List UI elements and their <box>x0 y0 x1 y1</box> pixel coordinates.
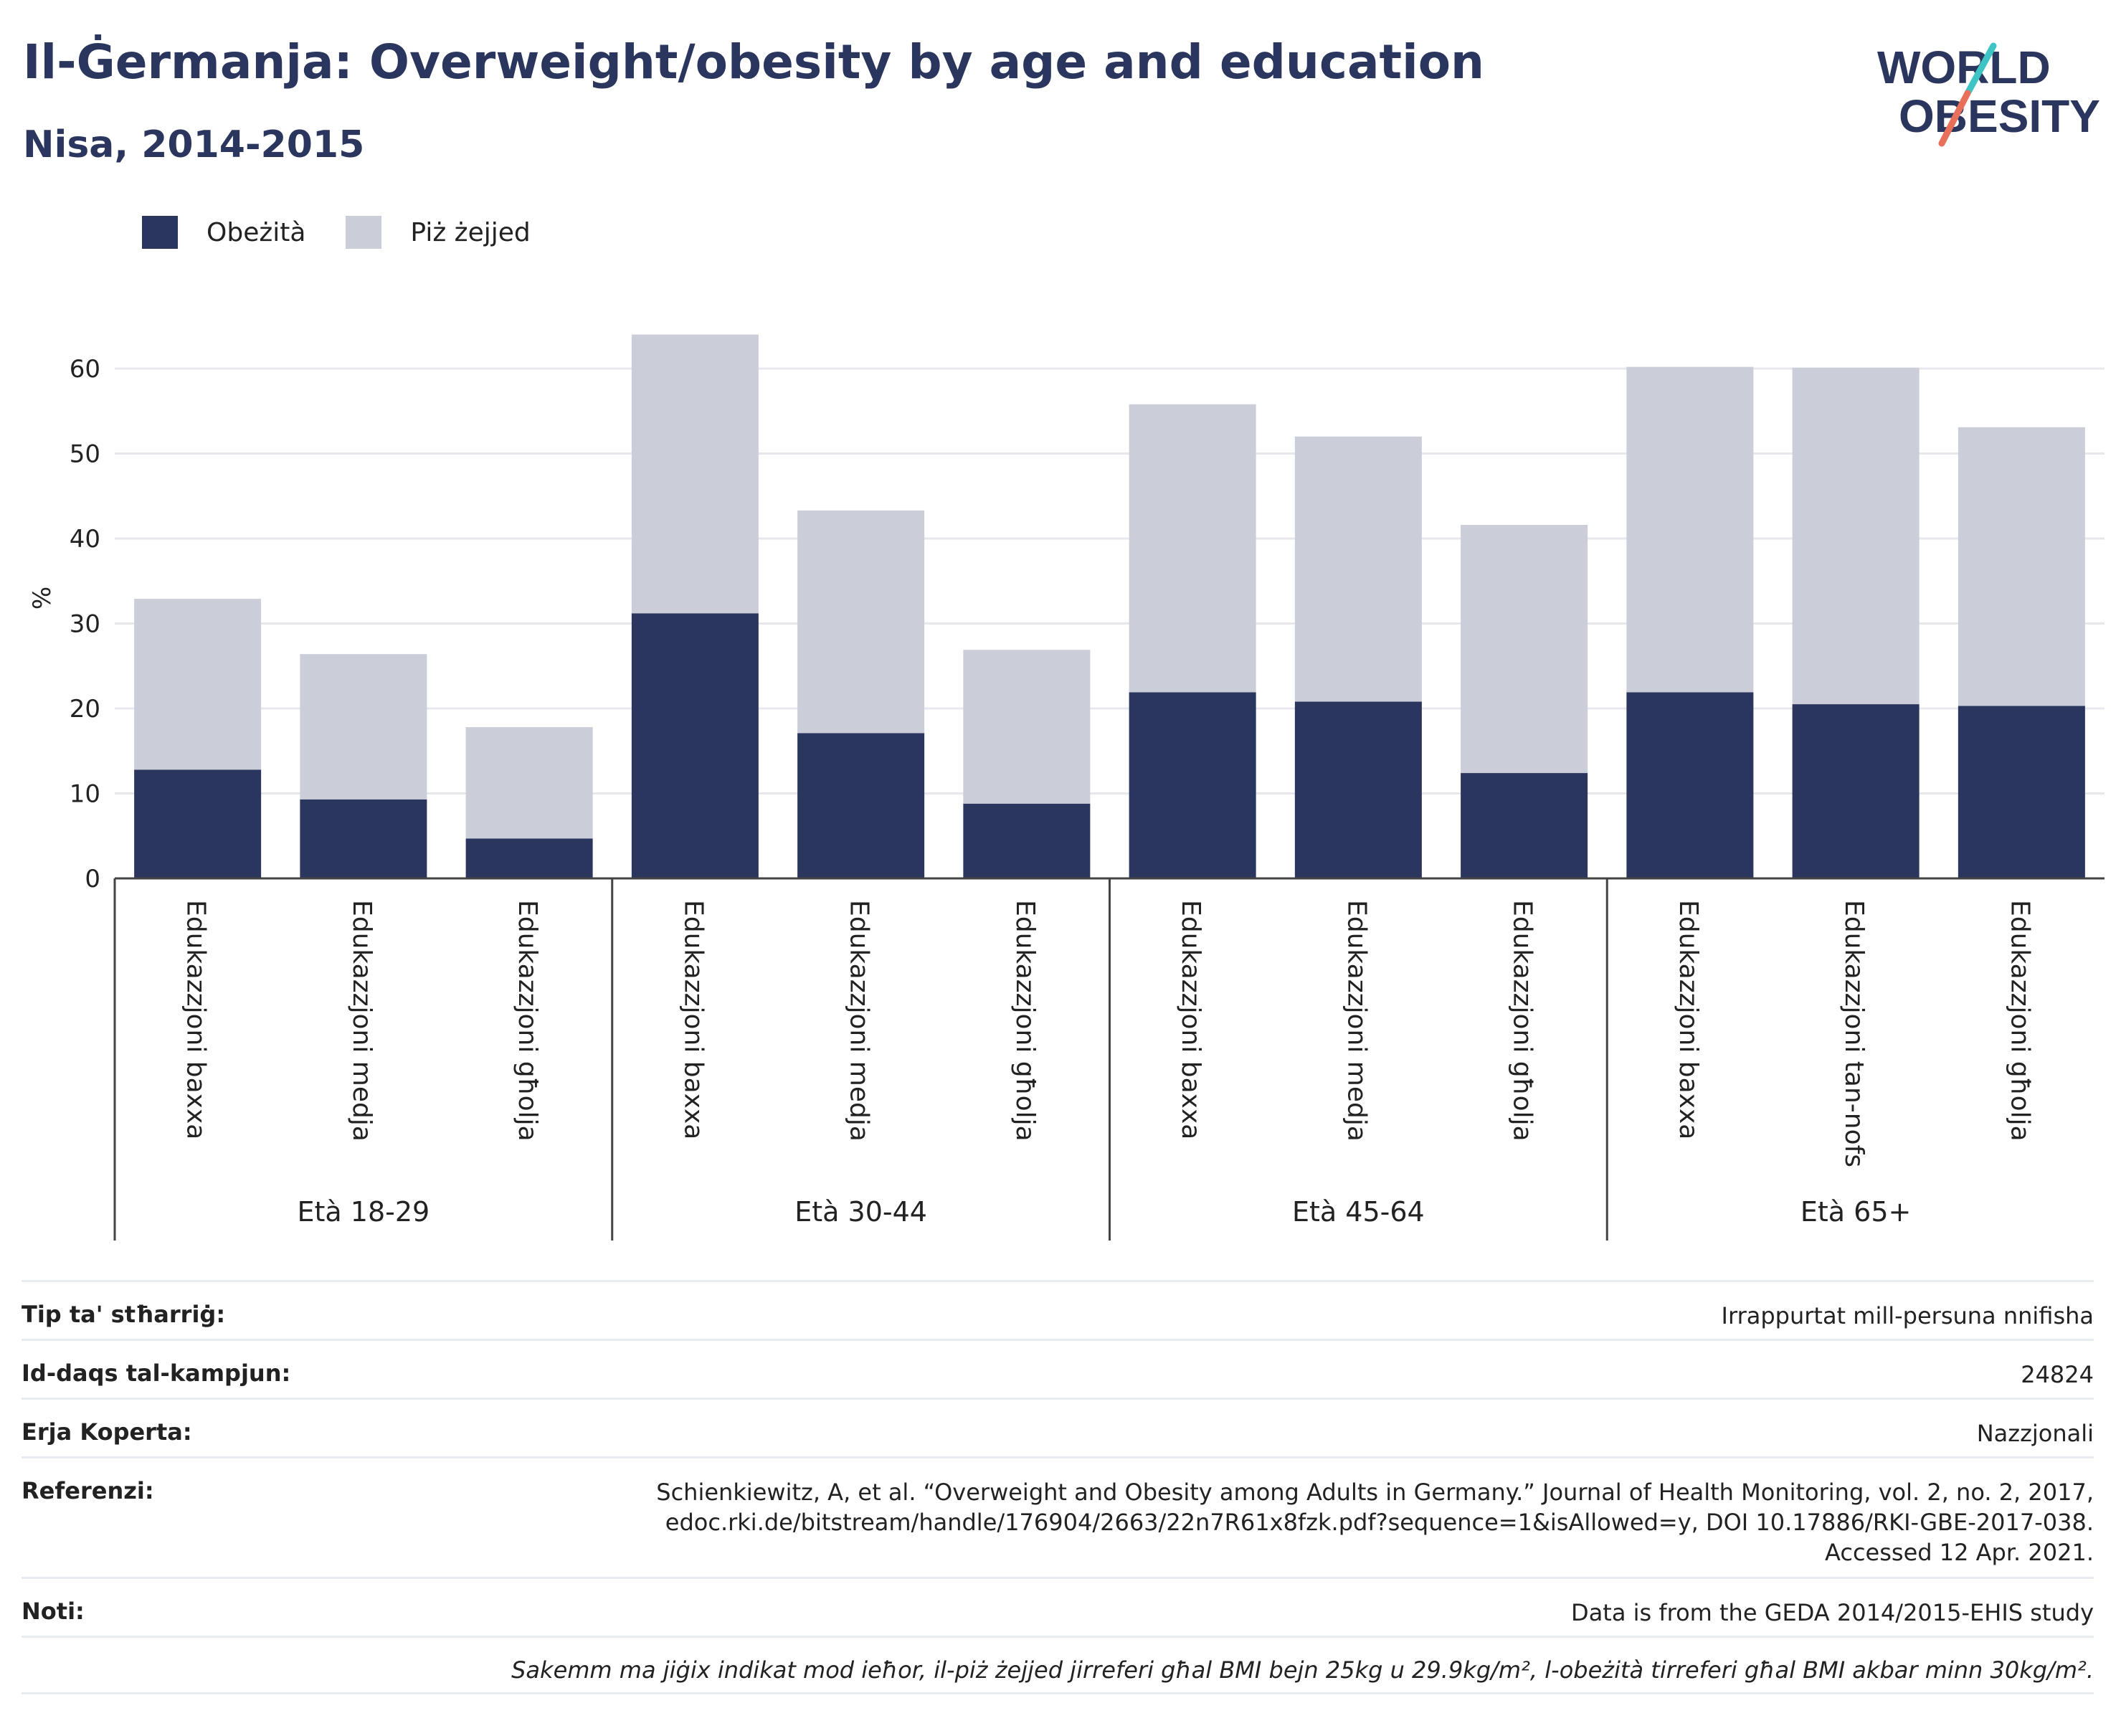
x-category-label: Edukazzjoni tan-nofs <box>1839 900 1869 1167</box>
chart-subtitle: Nisa, 2014-2015 <box>23 123 365 166</box>
x-group-label: Età 45-64 <box>1292 1196 1425 1228</box>
info-row-key: Erja Koperta: <box>22 1418 192 1446</box>
legend-label-overweight: Piż żejjed <box>410 217 531 247</box>
info-row-value-line: edoc.rki.de/bitstream/handle/176904/2663… <box>665 1509 2094 1536</box>
y-tick-label: 60 <box>70 355 100 384</box>
bar-overweight <box>797 510 925 734</box>
info-row-key: Noti: <box>22 1598 85 1625</box>
chart-legend: Obeżità Piż żejjed <box>142 212 571 252</box>
bar-obesity <box>1294 701 1422 878</box>
info-row-value-line: Irrappurtat mill-persuna nnifisha <box>1721 1302 2094 1329</box>
info-row-value-line: Data is from the GEDA 2014/2015-EHIS stu… <box>1571 1599 2094 1626</box>
info-row-key: Referenzi: <box>22 1477 154 1504</box>
x-category-label: Edukazzjoni medja <box>1342 900 1371 1142</box>
y-tick-label: 50 <box>70 440 100 469</box>
x-group-label: Età 30-44 <box>794 1196 927 1228</box>
y-tick-label: 30 <box>70 610 100 639</box>
y-tick-label: 40 <box>70 525 100 554</box>
bar-obesity <box>1129 692 1256 878</box>
bar-overweight <box>134 599 262 770</box>
x-category-label: Edukazzjoni għolja <box>513 900 542 1142</box>
bar-obesity <box>134 769 262 878</box>
info-row-value: 24824 <box>2021 1360 2094 1390</box>
x-category-label: Edukazzjoni baxxa <box>181 900 211 1139</box>
x-category-label: Edukazzjoni għolja <box>1508 900 1537 1142</box>
info-row-value: Nazzjonali <box>1977 1418 2094 1448</box>
info-row-value-line: Schienkiewitz, A, et al. “Overweight and… <box>656 1479 2094 1506</box>
info-row: Erja Koperta: Nazzjonali <box>22 1398 2094 1456</box>
x-category-label: Edukazzjoni baxxa <box>678 900 708 1139</box>
info-row-value-line: Accessed 12 Apr. 2021. <box>1825 1539 2094 1566</box>
x-group-label: Età 65+ <box>1800 1196 1911 1228</box>
x-category-label: Edukazzjoni baxxa <box>1674 900 1703 1139</box>
bar-overweight <box>300 654 427 800</box>
info-row-value: Irrappurtat mill-persuna nnifisha <box>1722 1301 2094 1331</box>
bar-obesity <box>1958 706 2085 878</box>
y-tick-label: 10 <box>70 780 100 809</box>
bar-obesity <box>465 838 593 878</box>
info-row-value: Schienkiewitz, A, et al. “Overweight and… <box>656 1477 2094 1567</box>
bar-overweight <box>1461 525 1588 774</box>
svg-text:WORLD: WORLD <box>1877 42 2051 93</box>
info-row-key: Id-daqs tal-kampjun: <box>22 1360 291 1387</box>
legend-swatch-overweight <box>346 216 382 249</box>
bar-obesity <box>1461 773 1588 878</box>
legend-swatch-obesity <box>142 216 178 249</box>
info-row: Noti: Data is from the GEDA 2014/2015-EHI… <box>22 1577 2094 1636</box>
legend-item-overweight: Piż żejjed <box>346 216 531 249</box>
info-row: Referenzi: Schienkiewitz, A, et al. “Over… <box>22 1456 2094 1577</box>
bar-overweight <box>631 334 759 614</box>
bar-overweight <box>1129 404 1256 693</box>
info-row-key: Tip ta' stħarriġ: <box>22 1301 226 1328</box>
svg-text:OBESITY: OBESITY <box>1899 90 2100 142</box>
bar-overweight <box>1294 436 1422 702</box>
info-row-value: Data is from the GEDA 2014/2015-EHIS stu… <box>1571 1598 2094 1628</box>
bar-chart: 0 10 20 30 40 50 60% Edukazzjoni baxxa Edukazzjo… <box>28 334 2105 1241</box>
footnote: Sakemm ma jiġix indikat mod ieħor, il-pi… <box>22 1636 2094 1694</box>
bar-overweight <box>1792 367 1920 705</box>
x-category-label: Edukazzjoni għolja <box>1010 900 1040 1142</box>
bar-overweight <box>465 727 593 839</box>
bar-obesity <box>300 799 427 878</box>
bar-obesity <box>963 803 1091 878</box>
x-category-label: Edukazzjoni baxxa <box>1176 900 1205 1139</box>
bar-overweight <box>1626 366 1754 693</box>
bar-overweight <box>1958 427 2085 706</box>
bar-obesity <box>631 613 759 878</box>
x-category-label: Edukazzjoni medja <box>845 900 874 1142</box>
info-row-value-line: 24824 <box>2021 1361 2094 1388</box>
x-category-label: Edukazzjoni għolja <box>2005 900 2034 1142</box>
y-axis-label: % <box>28 587 57 610</box>
info-row-value-line: Nazzjonali <box>1976 1420 2094 1447</box>
info-table: Tip ta' stħarriġ: Irrappurtat mill-persun… <box>22 1280 2094 1694</box>
x-category-label: Edukazzjoni medja <box>347 900 376 1142</box>
bar-obesity <box>1626 692 1754 878</box>
bar-obesity <box>1792 704 1920 878</box>
legend-label-obesity: Obeżità <box>207 217 306 247</box>
bar-obesity <box>797 733 925 878</box>
info-row: Tip ta' stħarriġ: Irrappurtat mill-persun… <box>22 1280 2094 1339</box>
info-row: Id-daqs tal-kampjun: 24824 <box>22 1339 2094 1398</box>
y-tick-label: 0 <box>85 865 100 893</box>
chart-title: Il-Ġermanja: Overweight/obesity by age a… <box>23 34 1485 90</box>
x-group-label: Età 18-29 <box>298 1196 430 1228</box>
bar-overweight <box>963 650 1091 804</box>
world-obesity-logo: WORLD OBESITY <box>1877 42 2100 147</box>
y-tick-label: 20 <box>70 695 100 724</box>
legend-item-obesity: Obeżità <box>142 216 305 249</box>
